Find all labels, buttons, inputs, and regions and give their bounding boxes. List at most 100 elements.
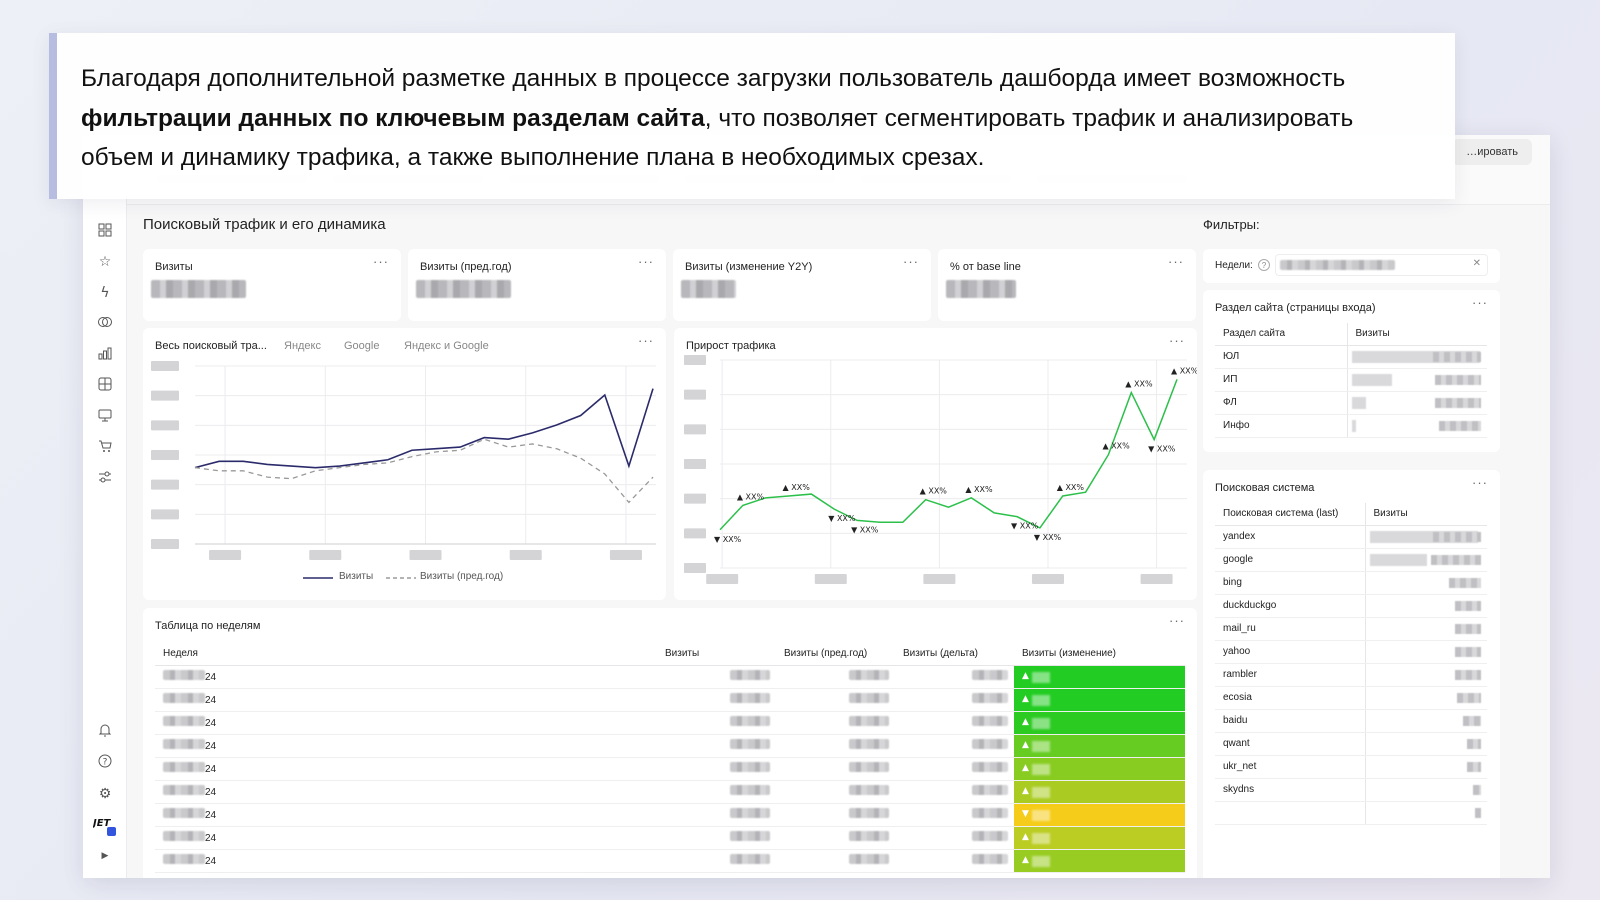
table-row[interactable]: 24 ▲ [155,826,1185,850]
card-menu-button[interactable]: ··· [1168,254,1184,269]
sliders-icon[interactable] [96,470,114,488]
visits-delta-cell [895,849,1014,873]
list-item[interactable]: ФЛ [1215,391,1487,415]
logo-icon[interactable]: JET [91,815,117,836]
list-item[interactable]: duckduckgo [1215,594,1487,618]
list-item[interactable]: qwant [1215,732,1487,756]
help-icon[interactable]: ? [1258,259,1270,271]
tab-google[interactable]: Google [344,340,380,352]
column-header[interactable]: Визиты (дельта) [895,642,1014,666]
table-row[interactable]: 24 ▲ [155,734,1185,758]
card-menu-button[interactable]: ··· [1169,613,1185,628]
card-menu-button[interactable]: ··· [1472,295,1488,310]
bar-chart-icon[interactable] [96,346,114,364]
visits-prev-cell [776,803,895,827]
x-tick-label [1031,574,1064,584]
week-cell: 24 [155,757,657,781]
y-tick-label [684,493,706,504]
card-menu-button[interactable]: ··· [373,254,389,269]
tab-yandex[interactable]: Яндекс [284,340,321,352]
visits-change-cell: ▲ [1014,757,1185,781]
bolt-icon[interactable]: ϟ [100,285,110,301]
engine-name: bing [1215,571,1365,595]
data-label: ▲ XX% [737,492,765,501]
column-header[interactable]: Визиты (изменение) [1014,642,1185,666]
weeks-filter-card: Недели: ? ✕ [1203,249,1500,283]
list-item[interactable]: ИП [1215,368,1487,392]
clear-icon[interactable]: ✕ [1472,258,1481,269]
empty-cell [1215,801,1365,825]
change-arrow: ▲ [1022,693,1029,704]
list-item[interactable]: baidu [1215,709,1487,733]
x-tick-label [609,550,642,560]
card-menu-button[interactable]: ··· [638,333,654,348]
card-menu-button[interactable]: ··· [903,254,919,269]
column-header[interactable]: Поисковая система (last) [1215,503,1365,526]
settings-icon[interactable]: ⚙ [98,786,112,802]
week-cell: 24 [155,688,657,712]
column-header[interactable]: Визиты (пред.год) [776,642,895,666]
cart-icon[interactable] [96,439,114,457]
rings-icon[interactable] [96,315,114,333]
list-item[interactable]: Инфо [1215,414,1487,438]
card-menu-button[interactable]: ··· [638,254,654,269]
x-tick-label [706,574,739,584]
visits-change-cell: ▲ [1014,780,1185,804]
visits-bar-cell [1364,778,1487,802]
visits-change-cell: ▲ [1014,688,1185,712]
list-item[interactable]: yandex [1215,525,1487,549]
list-item[interactable]: yahoo [1215,640,1487,664]
kpi-title: Визиты [155,261,193,273]
column-header[interactable]: Неделя [155,642,657,666]
list-item[interactable]: ukr_net [1215,755,1487,779]
column-header[interactable]: Визиты [1346,323,1487,346]
visits-bar-cell [1364,732,1487,756]
expand-icon[interactable]: ▶ [101,851,109,861]
card-menu-button[interactable]: ··· [1169,333,1185,348]
tab-yandex-google[interactable]: Яндекс и Google [404,340,489,352]
column-header[interactable]: Раздел сайта [1215,323,1347,346]
list-item[interactable]: rambler [1215,663,1487,687]
table-row[interactable]: 24 ▼ [155,803,1185,827]
y-tick-label [151,479,179,490]
table-row[interactable]: 24 ▲ [155,849,1185,873]
visits-prev-cell [776,734,895,758]
help-icon[interactable]: ? [96,754,114,772]
blurred-value [1032,763,1050,775]
data-label: ▼ XX% [828,514,856,523]
list-item[interactable]: ЮЛ [1215,345,1487,369]
week-suffix: 24 [205,672,217,683]
engine-name: baidu [1215,709,1365,733]
explanation-banner: Благодаря дополнительной разметке данных… [49,33,1455,199]
list-item[interactable]: skydns [1215,778,1487,802]
section-name: ИП [1215,368,1347,392]
monitor-icon[interactable] [96,408,114,426]
blurred-value [849,739,889,749]
star-icon[interactable]: ☆ [98,254,112,270]
blurred-value [1463,715,1481,726]
grid-icon[interactable] [96,223,114,241]
table-row[interactable]: 24 ▲ [155,780,1185,804]
column-header[interactable]: Визиты [1364,503,1487,526]
edit-button[interactable]: …ировать [1452,139,1532,165]
table-row[interactable]: 24 ▲ [155,757,1185,781]
visits-cell [657,734,776,758]
section-name: ФЛ [1215,391,1347,415]
svg-text:?: ? [103,758,108,768]
table-row[interactable]: 24 ▲ [155,711,1185,735]
list-item[interactable]: bing [1215,571,1487,595]
bell-icon[interactable] [96,723,114,741]
visits-delta-cell [895,734,1014,758]
table-row[interactable]: 24 ▲ [155,688,1185,712]
column-header[interactable]: Визиты [657,642,776,666]
list-item[interactable]: ecosia [1215,686,1487,710]
table-row[interactable]: 24 ▲ [155,665,1185,689]
weeks-select[interactable]: ✕ [1275,254,1488,276]
table-icon[interactable] [96,377,114,395]
list-item[interactable]: google [1215,548,1487,572]
list-item[interactable]: mail_ru [1215,617,1487,641]
search-engine-table: Поисковая система (last) Визиты yandex go… [1215,503,1487,825]
visits-cell [657,665,776,689]
card-menu-button[interactable]: ··· [1472,475,1488,490]
visits-delta-cell [895,711,1014,735]
